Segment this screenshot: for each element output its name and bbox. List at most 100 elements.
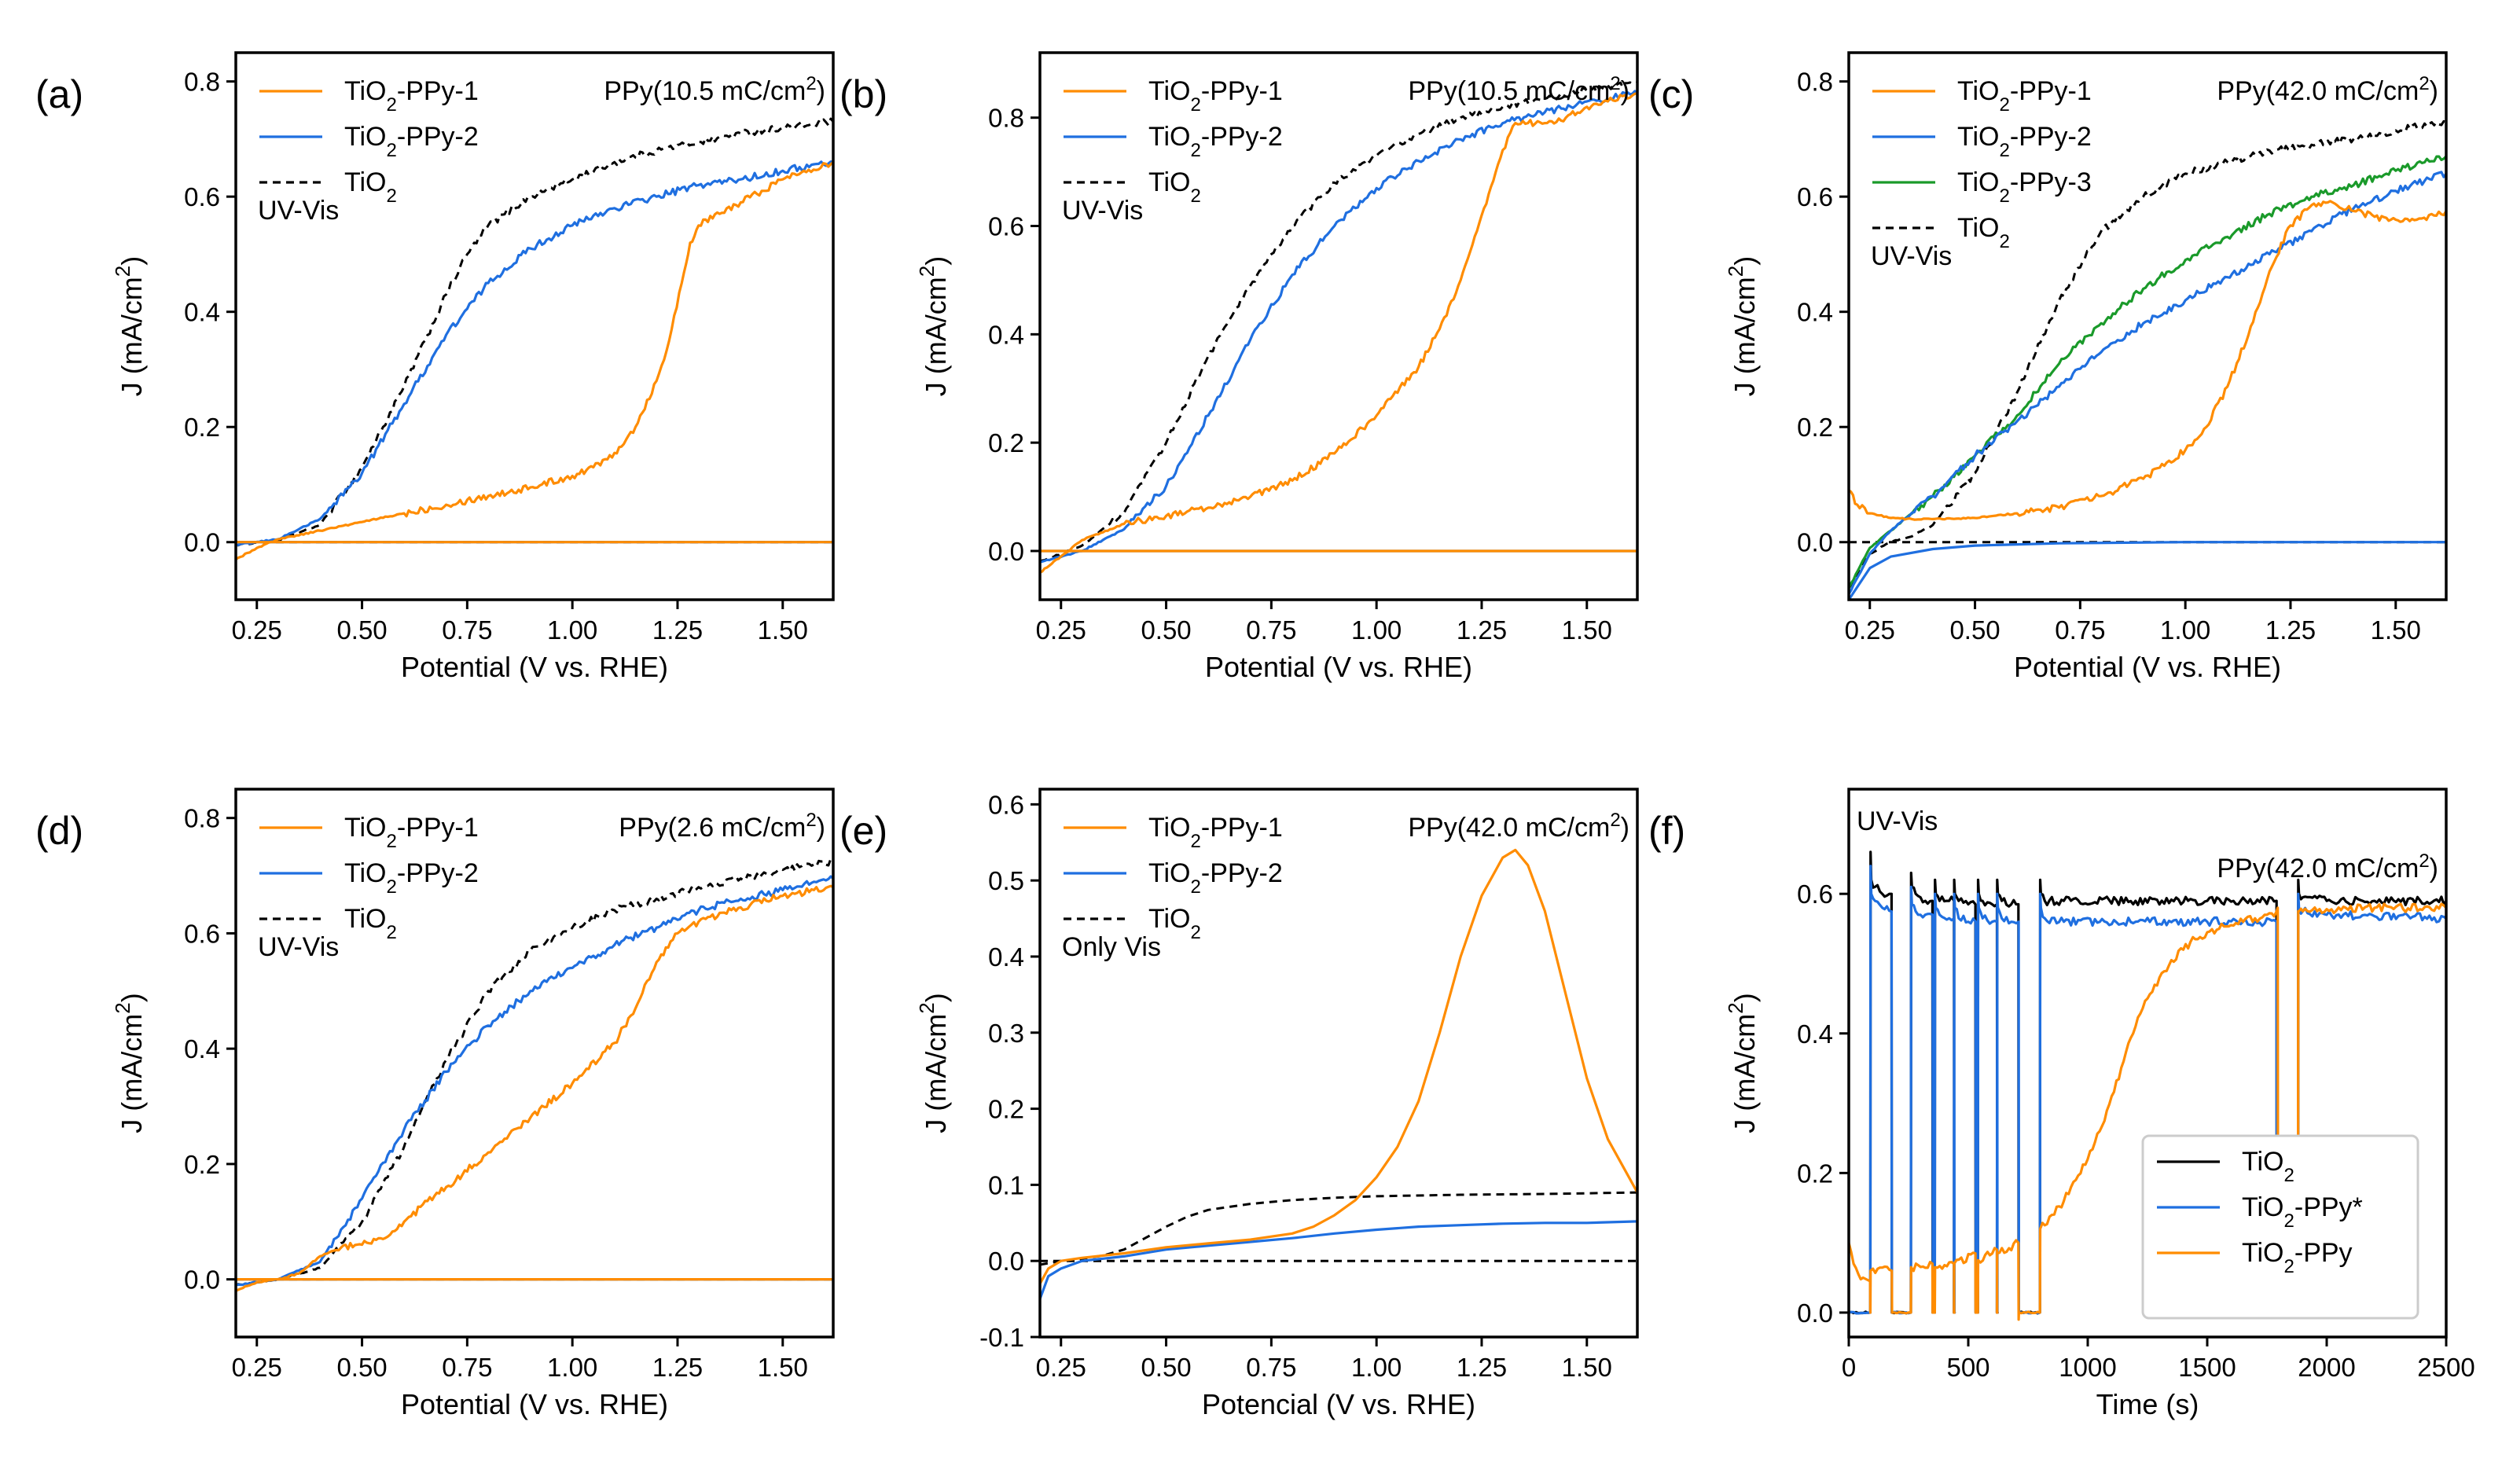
- x-tick-label: 1.50: [1562, 1353, 1612, 1382]
- panel-letter: (e): [840, 809, 887, 853]
- x-axis-label: Potencial (V vs. RHE): [1202, 1388, 1475, 1420]
- x-tick-label: 1.00: [2160, 615, 2210, 645]
- x-tick-label: 0.25: [232, 615, 282, 645]
- legend-label: TiO2-PPy-1: [1957, 76, 2092, 116]
- x-tick-label: 1.25: [652, 615, 703, 645]
- axes-frame: [1847, 51, 2448, 601]
- panel-letter: (a): [35, 72, 83, 116]
- x-tick-label: 1000: [2059, 1353, 2116, 1382]
- y-tick-label: 0.2: [1797, 413, 1833, 442]
- plot-area: [1040, 81, 1637, 574]
- text-part: TiO: [2242, 1192, 2284, 1222]
- x-tick-label: 1.25: [2265, 615, 2316, 645]
- text-part: UV-Vis: [1871, 241, 1952, 271]
- y-tick-label: 0.0: [988, 537, 1024, 566]
- superscript: 2: [1724, 266, 1747, 277]
- superscript: 2: [1610, 810, 1620, 831]
- text-part: TiO: [1957, 122, 2000, 152]
- text-suffix: -PPy-2: [2010, 122, 2092, 152]
- chart-annotation: PPy(10.5 mC/cm2): [1408, 73, 1629, 107]
- legend-label: TiO2-PPy-1: [1148, 813, 1283, 852]
- x-tick-label: 1500: [2178, 1353, 2236, 1382]
- y-tick-label: 0.8: [1797, 68, 1833, 97]
- legend-label: TiO2-PPy-2: [1148, 858, 1283, 898]
- series-line: [236, 858, 833, 1287]
- series-line: [1849, 155, 2446, 589]
- x-tick-label: 2000: [2298, 1353, 2355, 1382]
- text-tail: ): [2430, 854, 2438, 883]
- series-line: [1040, 1191, 1637, 1266]
- x-tick-label: 1.50: [1562, 615, 1612, 645]
- y-tick-label: 0.2: [988, 428, 1024, 457]
- text-part: TiO: [344, 904, 387, 934]
- superscript: 2: [1724, 1002, 1747, 1013]
- x-tick-label: 0.75: [442, 615, 492, 645]
- x-tick-label: 1.25: [652, 1353, 703, 1382]
- subscript: 2: [1191, 876, 1201, 898]
- text-part: UV-Vis: [258, 932, 339, 962]
- subscript: 2: [1191, 922, 1201, 943]
- y-tick-label: 0.3: [988, 1019, 1024, 1048]
- x-tick-label: 1.50: [758, 615, 808, 645]
- x-tick-label: 1.00: [547, 1353, 597, 1382]
- legend-label: TiO2-PPy-1: [344, 76, 479, 116]
- y-tick-label: 0.6: [988, 790, 1024, 819]
- x-tick-label: 0.50: [1141, 1353, 1191, 1382]
- x-axis-label: Potential (V vs. RHE): [1205, 651, 1472, 683]
- x-tick-label: 2500: [2417, 1353, 2474, 1382]
- x-tick-label: 0.25: [1845, 615, 1895, 645]
- y-tick-label: 0.2: [988, 1095, 1024, 1124]
- y-label-tail: ): [1729, 256, 1761, 266]
- y-tick-label: 0.0: [1797, 528, 1833, 557]
- axes-frame: [234, 788, 835, 1339]
- superscript: 2: [806, 73, 816, 94]
- series-line: [1040, 90, 1637, 564]
- text-part: PPy(42.0 mC/cm: [2217, 76, 2419, 106]
- text-suffix: -PPy-2: [397, 858, 479, 888]
- x-axis-label: Time (s): [2096, 1388, 2199, 1420]
- series-line: [236, 117, 833, 547]
- x-tick-label: 0: [1842, 1353, 1856, 1382]
- x-tick-label: 1.00: [1351, 1353, 1402, 1382]
- text-suffix: -PPy*: [2294, 1192, 2363, 1222]
- text-part: TiO: [344, 167, 387, 197]
- text-part: TiO: [1957, 213, 2000, 243]
- series-line: [236, 884, 833, 1292]
- subscript: 2: [1191, 140, 1201, 161]
- y-tick-label: 0.4: [988, 942, 1024, 972]
- y-label-tail: ): [116, 256, 148, 266]
- series-line: [1040, 81, 1637, 564]
- text-part: TiO: [1148, 858, 1191, 888]
- y-tick-label: -0.1: [979, 1323, 1024, 1352]
- plot-area: [236, 117, 833, 561]
- panel-letter: (f): [1648, 809, 1685, 853]
- y-label-main: J (mA/cm: [1729, 1014, 1761, 1133]
- x-tick-label: 0.50: [1141, 615, 1191, 645]
- legend-label: TiO2: [1148, 904, 1201, 943]
- y-label-tail: ): [116, 993, 148, 1002]
- x-tick-label: 500: [1946, 1353, 1989, 1382]
- y-tick-label: 0.1: [988, 1170, 1024, 1199]
- chart-annotation: PPy(2.6 mC/cm2): [619, 810, 825, 843]
- text-part: TiO: [344, 76, 387, 106]
- text-part: UV-Vis: [1062, 196, 1143, 226]
- y-tick-label: 0.6: [1797, 182, 1833, 211]
- text-part: PPy(42.0 mC/cm: [2217, 854, 2419, 883]
- text-part: TiO: [344, 813, 387, 843]
- subscript: 2: [1191, 94, 1201, 116]
- x-tick-label: 1.00: [1351, 615, 1402, 645]
- plot-area: [1849, 850, 2446, 1321]
- text-suffix: -PPy-2: [1201, 858, 1283, 888]
- legend-label: TiO2-PPy*: [2242, 1192, 2363, 1232]
- chart-annotation: PPy(42.0 mC/cm2): [2217, 850, 2438, 884]
- legend-label: TiO2-PPy-1: [344, 813, 479, 852]
- subscript: 2: [387, 140, 397, 161]
- plot-area: [1849, 119, 2446, 600]
- text-part: PPy(10.5 mC/cm: [604, 76, 806, 106]
- series-line: [1849, 902, 2446, 1321]
- text-tail: ): [1621, 813, 1629, 843]
- chart-annotation: UV-Vis: [258, 196, 339, 226]
- x-tick-label: 0.50: [1949, 615, 2000, 645]
- text-part: TiO: [1957, 167, 2000, 197]
- legend-label: TiO2-PPy-2: [1148, 122, 1283, 161]
